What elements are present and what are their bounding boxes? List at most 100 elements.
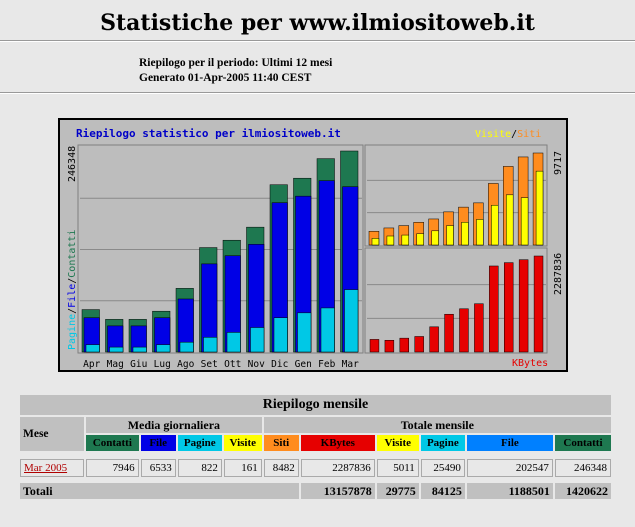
bar-pagine [344,289,359,353]
bar-kbytes [399,337,410,353]
bar-pagine [273,317,288,353]
x-tick-label: Mag [107,359,124,370]
bar-pagine [320,307,335,353]
totals-row: Totali 13157878 29775 84125 1188501 1420… [20,483,611,499]
total-pagine: 84125 [420,483,465,499]
x-tick-label: Set [201,359,218,370]
period-text: Riepilogo per il periodo: Ultimi 12 mesi [139,57,333,69]
x-tick-label: Giu [130,359,147,370]
col-avg-contatti: Contatti [86,435,139,451]
bar-kbytes [384,340,395,353]
legend-visite: Visite [475,129,511,140]
bar-visite [416,233,424,246]
axis-contatti: Contatti [67,230,78,278]
chart-legend: Visite/Siti [475,129,541,140]
table-row: Mar 2005 7946 6533 822 161 8482 2287836 … [20,459,611,477]
bar-visite [401,234,410,246]
bar-pagine [156,344,171,353]
bottom-right-axis-max: 2287836 [553,253,564,295]
x-tick-label: Gen [295,359,312,370]
summary-chart: Riepilogo statistico per ilmiositoweb.it… [58,118,568,372]
col-visite: Visite [376,435,419,451]
x-tick-label: Mar [342,359,359,370]
cell-visite: 5011 [376,459,419,477]
bar-visite [506,194,514,246]
col-contatti: Contatti [554,435,611,451]
cell-avg-pagine: 822 [177,459,222,477]
bar-visite [491,204,499,246]
axis-sep: / [67,308,78,314]
bar-pagine [226,332,241,353]
x-tick-label: Nov [248,359,265,370]
cell-contatti: 246348 [554,459,611,477]
bar-kbytes [369,339,380,353]
left-axis-label: Pagine/File/Contatti [67,230,78,350]
col-avg-visite: Visite [223,435,262,451]
bar-visite [461,222,469,246]
top-right-axis-max: 9717 [553,151,564,175]
bar-kbytes [414,336,424,353]
totale-header: Totale mensile [263,417,611,433]
bar-pagine [132,346,147,353]
total-contatti: 1420622 [554,483,611,499]
cell-avg-visite: 161 [223,459,262,477]
chart-canvas: Riepilogo statistico per ilmiositoweb.it… [67,127,564,370]
mese-header: Mese [20,417,84,451]
page-header: Statistiche per www.ilmiositoweb.it Riep… [0,0,635,95]
media-header: Media giornaliera [86,417,262,433]
bar-pagine [297,312,312,353]
bar-kbytes [459,308,469,353]
col-avg-file: File [140,435,176,451]
bar-kbytes [504,262,514,353]
col-avg-pagine: Pagine [177,435,222,451]
bar-kbytes [518,259,529,353]
total-file: 1188501 [466,483,553,499]
bar-pagine [109,346,124,353]
axis-file: File [67,284,78,308]
axis-sep: / [67,278,78,284]
bar-kbytes [444,313,454,353]
bar-visite [371,238,380,246]
bar-pagine [85,344,100,353]
bar-visite [431,230,439,246]
monthly-summary-table: Riepilogo mensile Mese Media giornaliera… [18,393,613,501]
total-kbytes: 13157878 [300,483,375,499]
x-tick-label: Feb [318,359,335,370]
bar-visite [520,197,529,246]
bar-kbytes [489,265,499,353]
bar-visite [535,170,544,246]
bar-visite [476,219,484,246]
left-plot-frame [77,144,364,354]
bar-kbytes [474,303,484,353]
bar-pagine [250,327,265,353]
top-right-plot-frame [364,144,548,247]
summary-title: Riepilogo mensile [20,395,611,415]
bar-visite [446,225,454,246]
chart-title: Riepilogo statistico per ilmiositoweb.it [76,127,341,140]
col-pagine: Pagine [420,435,465,451]
x-tick-label: Lug [154,359,171,370]
generated-text: Generato 01-Apr-2005 11:40 CEST [139,72,312,84]
bar-pagine [179,341,194,353]
page-title: Statistiche per www.ilmiositoweb.it [100,10,535,36]
col-kbytes: KBytes [300,435,375,451]
cell-kbytes: 2287836 [300,459,375,477]
cell-avg-file: 6533 [140,459,176,477]
kbytes-label: KBytes [512,358,548,369]
left-axis-max: 246348 [67,146,78,182]
total-visite: 29775 [376,483,419,499]
cell-avg-contatti: 7946 [86,459,139,477]
bar-pagine [203,337,218,353]
bottom-right-plot-frame [364,247,548,354]
col-siti: Siti [263,435,299,451]
col-file: File [466,435,553,451]
axis-pagine: Pagine [67,314,78,350]
x-tick-label: Apr [83,359,100,370]
x-tick-label: Dic [271,359,288,370]
month-link[interactable]: Mar 2005 [24,462,68,474]
divider [0,92,635,94]
bar-visite [386,235,395,246]
bar-kbytes [533,255,544,353]
x-tick-label: Ago [177,359,194,370]
cell-pagine: 25490 [420,459,465,477]
